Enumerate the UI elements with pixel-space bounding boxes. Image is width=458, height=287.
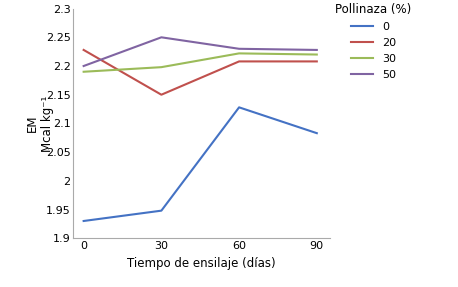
20	[314, 60, 320, 63]
20	[81, 48, 87, 52]
Y-axis label: EM
Mcal kg⁻¹: EM Mcal kg⁻¹	[26, 95, 54, 152]
50	[314, 48, 320, 52]
30	[314, 53, 320, 56]
Line: 30: 30	[84, 53, 317, 72]
30	[236, 52, 242, 55]
0	[81, 219, 87, 223]
20	[236, 60, 242, 63]
Legend: 0, 20, 30, 50: 0, 20, 30, 50	[335, 3, 412, 80]
Line: 0: 0	[84, 107, 317, 221]
Line: 20: 20	[84, 50, 317, 95]
20	[158, 93, 164, 96]
0	[236, 106, 242, 109]
X-axis label: Tiempo de ensilaje (días): Tiempo de ensilaje (días)	[127, 257, 276, 269]
50	[81, 64, 87, 68]
30	[81, 70, 87, 73]
50	[236, 47, 242, 51]
0	[314, 131, 320, 135]
30	[158, 65, 164, 69]
0	[158, 209, 164, 212]
50	[158, 36, 164, 39]
Line: 50: 50	[84, 37, 317, 66]
